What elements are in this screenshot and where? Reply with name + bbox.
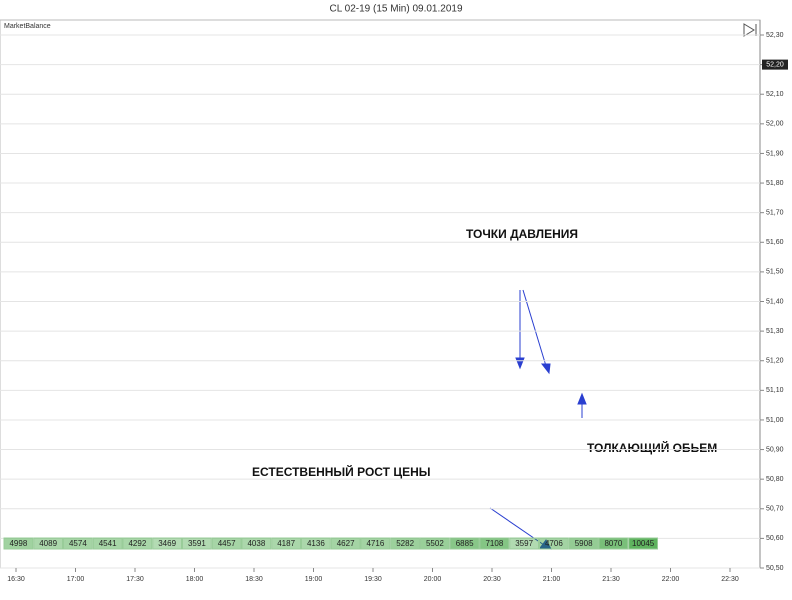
x-tick-label: 20:30 [483,576,501,583]
x-tick-label: 18:30 [245,576,263,583]
volume-cell [360,537,391,550]
volume-cell [330,537,361,550]
volume-label: 4706 [545,539,563,548]
volume-cell [420,537,450,550]
y-tick-label: 50,90 [766,446,784,453]
y-tick-label: 50,70 [766,506,784,513]
volume-cell [211,537,242,550]
volume-cell [628,537,658,550]
volume-cell [539,537,569,550]
y-tick-label: 51,00 [766,417,784,424]
volume-label: 5908 [575,539,593,548]
volume-label: 4089 [39,539,57,548]
x-tick-label: 21:30 [602,576,620,583]
volume-cell [3,537,34,550]
volume-cell [449,537,480,550]
volume-label: 4627 [337,539,355,548]
y-tick-label: 51,30 [766,328,784,335]
annotation: ТОЧКИ ДАВЛЕНИЯ [466,227,578,241]
volume-cell [390,537,420,550]
volume-label: 10045 [632,539,655,548]
volume-cell [63,537,93,550]
y-tick-label: 52,10 [766,91,784,98]
volume-cell [598,537,629,550]
volume-label: 6885 [456,539,474,548]
volume-label: 3469 [158,539,176,548]
last-price-label: 52,20 [766,61,784,68]
volume-label: 7108 [485,539,503,548]
x-tick-label: 22:30 [721,576,739,583]
source-label: MarketBalance [4,23,51,30]
y-tick-label: 50,50 [766,565,784,572]
volume-cell [92,537,123,550]
volume-cell [33,537,63,550]
volume-label: 4716 [366,539,384,548]
annotation: ТОЛКАЮЩИЙ ОБЬЕМ [587,440,717,455]
volume-cell [301,537,331,550]
volume-label: 4292 [128,539,146,548]
volume-cell [122,537,153,550]
y-tick-label: 51,70 [766,210,784,217]
volume-label: 4998 [9,539,27,548]
volume-cell [271,537,301,550]
annotation: ЕСТЕСТВЕННЫЙ РОСТ ЦЕНЫ [252,464,431,479]
y-tick-label: 51,80 [766,180,784,187]
x-tick-label: 16:30 [7,576,25,583]
volume-cell [509,537,539,550]
y-tick-label: 51,10 [766,387,784,394]
y-tick-label: 52,00 [766,121,784,128]
y-tick-label: 51,20 [766,358,784,365]
last-price-box [762,59,788,70]
y-tick-label: 50,80 [766,476,784,483]
volume-label: 4038 [247,539,265,548]
volume-label: 5502 [426,539,444,548]
y-tick-label: 50,60 [766,535,784,542]
volume-label: 5282 [396,539,414,548]
volume-label: 3597 [515,539,533,548]
volume-cell [152,537,182,550]
x-tick-label: 19:30 [364,576,382,583]
y-tick-label: 51,50 [766,269,784,276]
y-tick-label: 52,30 [766,32,784,39]
x-tick-label: 22:00 [662,576,680,583]
volume-label: 4187 [277,539,295,548]
y-tick-label: 51,60 [766,239,784,246]
volume-cell [182,537,212,550]
x-tick-label: 17:30 [126,576,144,583]
y-tick-label: 51,40 [766,298,784,305]
play-icon[interactable] [743,23,757,37]
volume-cell [568,537,599,550]
volume-label: 4541 [99,539,117,548]
x-tick-label: 17:00 [67,576,85,583]
volume-label: 4574 [69,539,87,548]
x-tick-label: 19:00 [305,576,323,583]
volume-label: 4457 [218,539,236,548]
y-tick-label: 51,90 [766,150,784,157]
x-tick-label: 18:00 [186,576,204,583]
volume-label: 8070 [604,539,622,548]
series-layer: 50,50 50,60 50,70 50,80 50,90 51,00 51,10 51,20… [0,32,788,583]
volume-cell [241,537,272,550]
volume-label: 4136 [307,539,325,548]
x-tick-label: 21:00 [543,576,561,583]
volume-cell [479,537,510,550]
volume-label: 3591 [188,539,206,548]
chart-title: CL 02-19 (15 Min) 09.01.2019 [329,4,462,15]
x-tick-label: 20:00 [424,576,442,583]
